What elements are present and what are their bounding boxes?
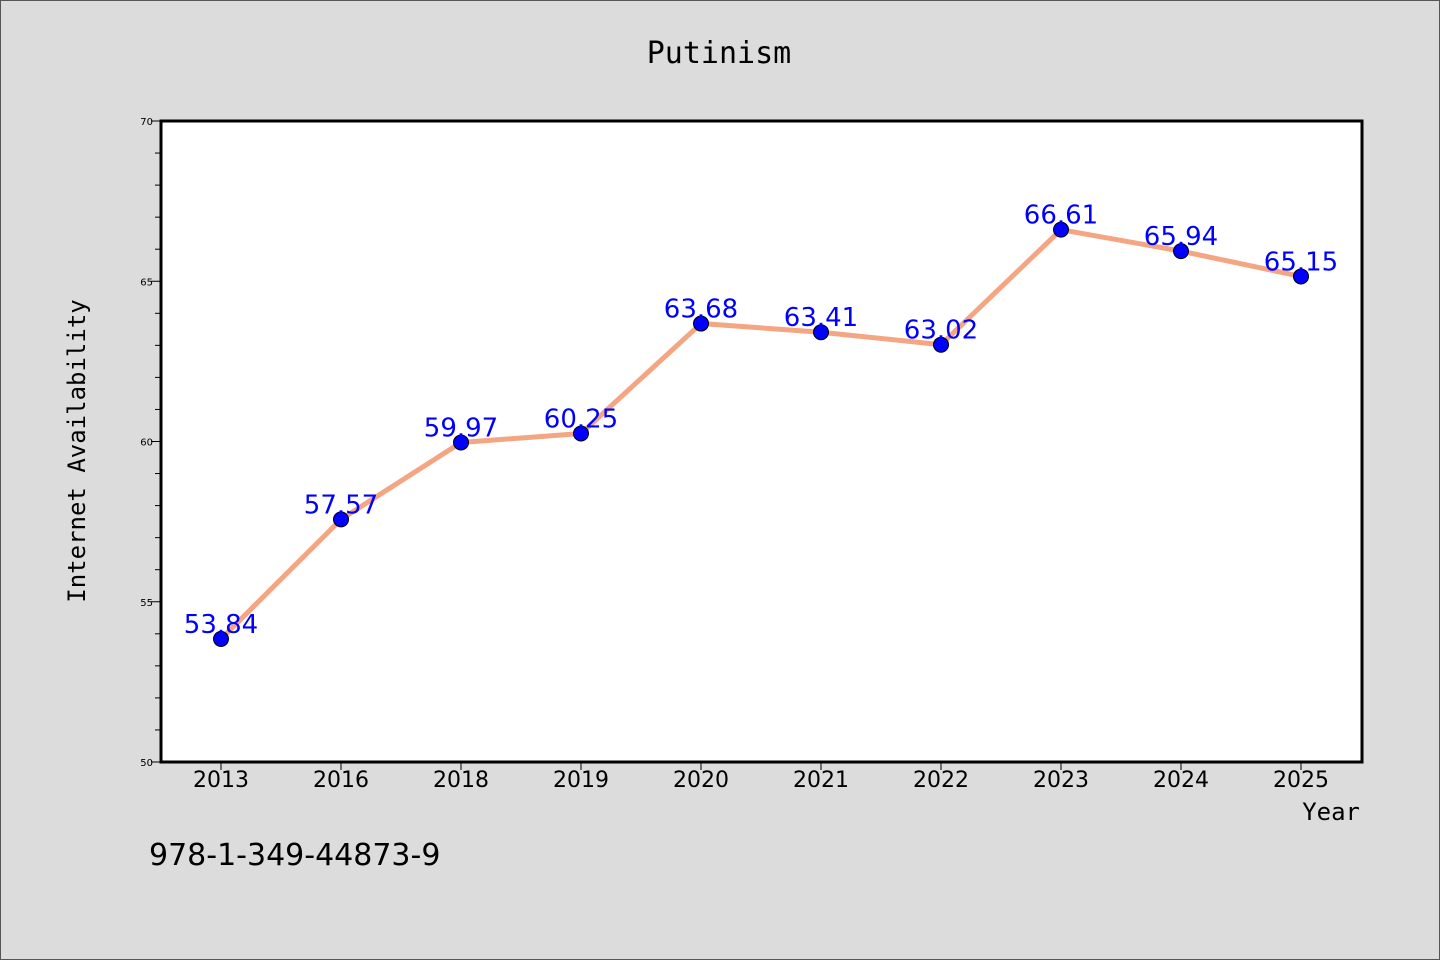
- y-tick-label: 65: [140, 277, 153, 288]
- data-label: 63.41: [784, 303, 858, 333]
- data-label: 53.84: [184, 610, 258, 640]
- data-point: [813, 324, 829, 341]
- footer-code: 978-1-349-44873-9: [149, 838, 440, 873]
- series-layer: 53.84 57.57 59.97 60.25 63.68 63.41 63.02 66.61…: [184, 201, 1338, 647]
- data-label: 65.94: [1144, 222, 1218, 252]
- y-axis: 50 55 60 65 70: [140, 117, 161, 769]
- data-point: [933, 336, 949, 353]
- data-point: [1173, 243, 1189, 260]
- data-label: 65.15: [1264, 247, 1338, 277]
- data-point: [1053, 221, 1069, 238]
- x-tick-label: 2024: [1153, 768, 1209, 793]
- y-tick-label: 60: [140, 438, 153, 449]
- data-label: 66.61: [1024, 201, 1098, 231]
- data-point: [1293, 268, 1309, 285]
- data-label: 63.02: [904, 316, 978, 346]
- x-axis-label: Year: [1302, 798, 1360, 826]
- x-tick-label: 2020: [673, 768, 729, 793]
- chart-title: Putinism: [647, 36, 792, 71]
- y-tick-label: 55: [140, 598, 153, 609]
- x-tick-label: 2018: [433, 768, 489, 793]
- data-point: [333, 511, 349, 528]
- data-label: 57.57: [304, 490, 378, 520]
- x-tick-label: 2025: [1273, 768, 1329, 793]
- data-point: [573, 425, 589, 442]
- data-label: 59.97: [424, 413, 498, 443]
- x-tick-label: 2023: [1033, 768, 1089, 793]
- x-tick-label: 2022: [913, 768, 969, 793]
- x-tick-label: 2016: [313, 768, 369, 793]
- y-tick-label: 50: [140, 758, 153, 769]
- data-point: [213, 630, 229, 647]
- data-label: 63.68: [664, 295, 738, 325]
- data-label: 60.25: [544, 404, 618, 434]
- y-tick-label: 70: [140, 117, 153, 128]
- x-tick-label: 2021: [793, 768, 849, 793]
- y-axis-label: Internet Availability: [63, 299, 91, 602]
- data-point: [453, 434, 469, 451]
- plot-area: [159, 119, 1364, 764]
- x-tick-label: 2013: [193, 768, 249, 793]
- x-axis: 2013 2016 2018 2019 2020 2021 2022 2023 2024 2025: [193, 762, 1329, 793]
- series-line: [218, 227, 1304, 642]
- x-tick-label: 2019: [553, 768, 609, 793]
- data-point: [693, 315, 709, 332]
